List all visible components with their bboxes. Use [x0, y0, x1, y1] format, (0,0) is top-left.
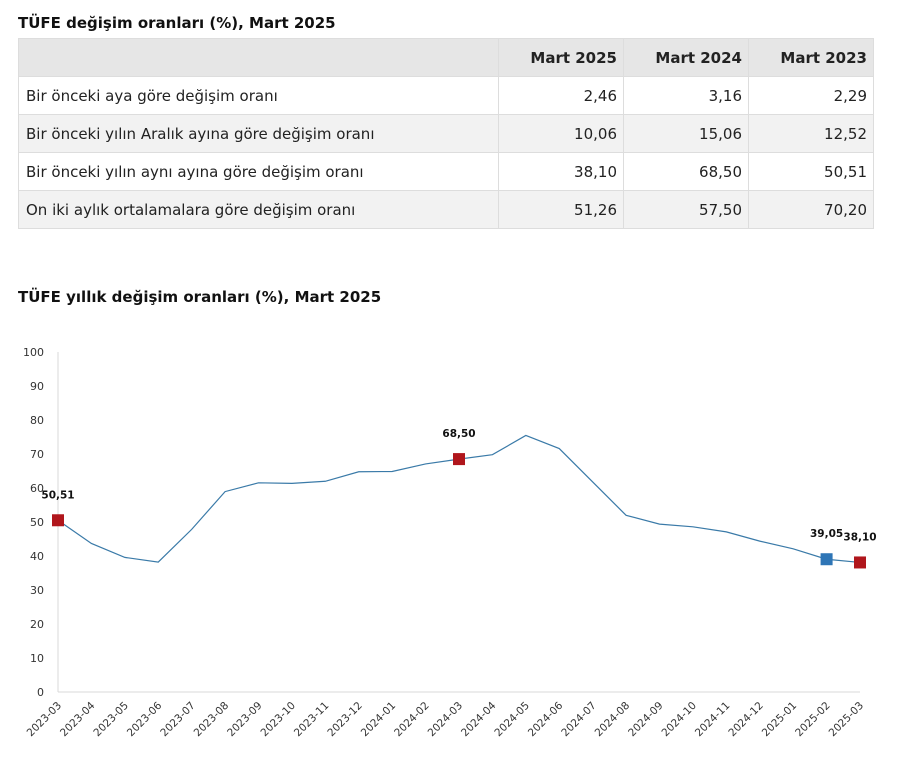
y-tick-label: 30 [30, 584, 44, 597]
data-label: 50,51 [41, 489, 74, 501]
table-cell-value: 51,26 [498, 190, 624, 229]
x-tick-label: 2025-01 [760, 700, 800, 740]
table-title: TÜFE değişim oranları (%), Mart 2025 [18, 14, 336, 32]
table-row: Bir önceki yılın aynı ayına göre değişim… [18, 152, 874, 191]
table-cell-value: 10,06 [498, 114, 624, 153]
x-tick-label: 2025-03 [827, 700, 867, 740]
x-tick-label: 2024-12 [726, 700, 766, 740]
y-tick-label: 50 [30, 516, 44, 529]
x-tick-label: 2024-02 [392, 700, 432, 740]
y-tick-label: 100 [23, 346, 44, 359]
table-row: Bir önceki yılın Aralık ayına göre değiş… [18, 114, 874, 153]
x-tick-label: 2023-07 [158, 700, 198, 740]
x-tick-label: 2024-11 [693, 700, 733, 740]
x-tick-label: 2023-06 [125, 699, 165, 739]
table-row: On iki aylık ortalamalara göre değişim o… [18, 190, 874, 229]
data-marker [854, 556, 866, 569]
x-tick-label: 2024-07 [559, 700, 599, 740]
x-tick-label: 2024-10 [660, 700, 700, 740]
data-marker [820, 553, 833, 566]
x-tick-label: 2023-04 [58, 699, 98, 739]
x-tick-label: 2024-06 [526, 699, 566, 739]
x-tick-label: 2023-09 [225, 700, 265, 740]
table-cell-value: 3,16 [623, 76, 749, 115]
table-cell-label: Bir önceki yılın Aralık ayına göre değiş… [18, 114, 499, 153]
y-tick-label: 70 [30, 448, 44, 461]
y-tick-label: 90 [30, 380, 44, 393]
x-tick-label: 2024-04 [459, 699, 499, 739]
y-tick-label: 40 [30, 550, 44, 563]
y-tick-label: 80 [30, 414, 44, 427]
data-label: 38,10 [843, 531, 876, 543]
data-label: 39,05 [810, 528, 843, 540]
x-tick-label: 2023-11 [292, 700, 332, 740]
x-tick-label: 2023-10 [259, 700, 299, 740]
chart-title: TÜFE yıllık değişim oranları (%), Mart 2… [18, 288, 382, 306]
data-label: 68,50 [442, 428, 475, 440]
data-marker [52, 514, 64, 527]
line-chart: 01020304050607080901002023-032023-042023… [23, 346, 877, 740]
data-marker [453, 453, 465, 466]
x-tick-label: 2024-01 [359, 700, 399, 740]
table-cell-value: 70,20 [748, 190, 874, 229]
table-cell-label: On iki aylık ortalamalara göre değişim o… [18, 190, 499, 229]
column-header: Mart 2024 [623, 38, 749, 77]
table-row: Bir önceki aya göre değişim oranı 2,46 3,1… [18, 76, 874, 115]
y-tick-label: 20 [30, 618, 44, 631]
table-cell-value: 12,52 [748, 114, 874, 153]
table-cell-value: 2,46 [498, 76, 624, 115]
y-tick-label: 10 [30, 652, 44, 665]
x-tick-label: 2023-12 [325, 700, 365, 740]
x-tick-label: 2023-05 [91, 700, 131, 740]
column-header [18, 38, 499, 77]
cpi-table: Mart 2025 Mart 2024 Mart 2023 Bir önceki a… [18, 38, 874, 229]
table-cell-label: Bir önceki yılın aynı ayına göre değişim… [18, 152, 499, 191]
x-tick-label: 2023-08 [192, 700, 232, 740]
y-tick-label: 60 [30, 482, 44, 495]
table-cell-value: 38,10 [498, 152, 624, 191]
x-tick-label: 2024-05 [492, 700, 532, 740]
table-cell-value: 15,06 [623, 114, 749, 153]
column-header: Mart 2025 [498, 38, 624, 77]
table-cell-value: 50,51 [748, 152, 874, 191]
table-cell-label: Bir önceki aya göre değişim oranı [18, 76, 499, 115]
table-cell-value: 57,50 [623, 190, 749, 229]
x-tick-label: 2024-09 [626, 700, 666, 740]
column-header: Mart 2023 [748, 38, 874, 77]
x-tick-label: 2024-03 [426, 700, 466, 740]
table-cell-value: 2,29 [748, 76, 874, 115]
y-tick-label: 0 [37, 686, 44, 699]
table-cell-value: 68,50 [623, 152, 749, 191]
x-tick-label: 2024-08 [593, 700, 633, 740]
x-tick-label: 2025-02 [793, 700, 833, 740]
x-tick-label: 2023-03 [25, 700, 65, 740]
